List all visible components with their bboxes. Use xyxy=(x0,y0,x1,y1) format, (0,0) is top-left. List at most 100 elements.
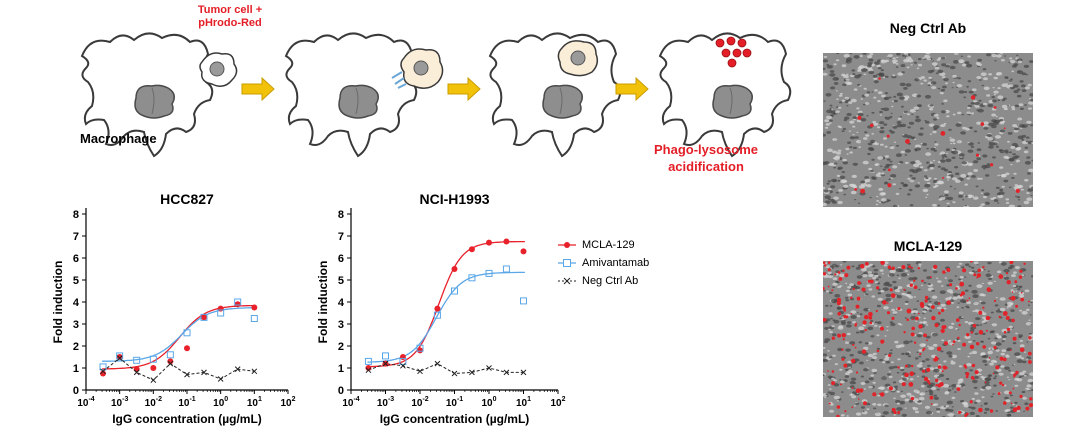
cell xyxy=(964,183,968,186)
cell xyxy=(879,114,883,116)
cell xyxy=(963,404,969,408)
cell xyxy=(860,182,867,187)
cell xyxy=(985,174,990,177)
cell xyxy=(841,179,848,183)
cell xyxy=(885,360,890,364)
cell xyxy=(971,289,978,294)
cell xyxy=(877,91,883,95)
y-tick-label: 7 xyxy=(73,231,79,243)
cell xyxy=(940,285,944,287)
red-signal xyxy=(1015,188,1020,193)
red-signal xyxy=(844,273,849,278)
red-signal xyxy=(970,260,973,263)
cell xyxy=(893,414,897,416)
cell xyxy=(996,192,1001,196)
cell xyxy=(1021,390,1026,394)
red-signal xyxy=(878,77,881,80)
cell xyxy=(975,62,981,65)
red-signal xyxy=(843,315,847,319)
x-tick-label: 10-1 xyxy=(446,396,463,409)
cell xyxy=(845,299,849,302)
cell xyxy=(993,90,999,94)
cell xyxy=(863,73,867,76)
red-signal xyxy=(913,341,917,344)
cell xyxy=(837,167,842,170)
cell xyxy=(954,179,961,183)
cell xyxy=(877,67,882,70)
cell xyxy=(849,353,854,357)
legend-item-mcla-129: MCLA-129 xyxy=(558,236,649,254)
cell xyxy=(947,196,954,201)
cell xyxy=(963,96,967,99)
cell xyxy=(848,101,853,104)
red-signal xyxy=(1028,336,1032,340)
red-signal xyxy=(822,317,827,322)
cell xyxy=(1027,378,1034,383)
cell xyxy=(1007,132,1013,135)
red-signal xyxy=(976,273,982,278)
cell xyxy=(858,65,865,69)
cell xyxy=(918,396,925,401)
red-signal xyxy=(854,188,858,191)
cell xyxy=(988,73,992,76)
cell xyxy=(977,108,984,113)
cell xyxy=(1007,304,1012,308)
cell xyxy=(1023,150,1029,154)
red-signal xyxy=(842,269,845,272)
cell xyxy=(1022,360,1027,364)
cell xyxy=(845,282,848,285)
cell xyxy=(869,263,873,266)
cell xyxy=(888,352,893,355)
red-signal xyxy=(992,372,995,375)
cell xyxy=(849,52,853,54)
cell xyxy=(959,153,965,157)
red-signal xyxy=(1013,373,1017,377)
cell xyxy=(971,270,975,273)
cell xyxy=(879,386,885,390)
cell xyxy=(954,275,958,277)
cell xyxy=(937,69,944,74)
red-signal xyxy=(942,270,946,274)
cell xyxy=(848,130,851,132)
cell xyxy=(900,64,906,68)
cell xyxy=(1027,304,1031,306)
red-signal xyxy=(976,342,980,346)
red-signal xyxy=(919,352,922,356)
red-signal xyxy=(901,382,906,387)
cell xyxy=(918,349,923,352)
cell xyxy=(868,70,875,75)
cell xyxy=(1020,127,1023,129)
cell xyxy=(922,310,927,313)
mcla-129-point xyxy=(486,239,492,246)
cell xyxy=(913,296,917,298)
cell xyxy=(990,311,994,314)
cell xyxy=(828,188,832,191)
red-signal xyxy=(962,268,967,273)
cell xyxy=(976,109,980,112)
red-signal xyxy=(1029,397,1033,401)
cell xyxy=(978,99,982,102)
cell xyxy=(856,107,860,110)
red-signal xyxy=(1012,336,1017,341)
cell xyxy=(847,369,853,374)
cell xyxy=(871,64,875,67)
cell xyxy=(822,59,829,63)
cell xyxy=(976,148,982,152)
cell xyxy=(867,271,873,274)
cell xyxy=(940,350,944,353)
cell xyxy=(922,321,928,324)
cell xyxy=(986,53,992,57)
cell xyxy=(948,339,952,342)
red-signal xyxy=(997,392,1001,396)
y-tick-label: 7 xyxy=(338,231,344,243)
cell xyxy=(862,274,868,278)
cell xyxy=(890,112,893,114)
cell xyxy=(884,155,890,158)
cell xyxy=(989,362,994,366)
y-tick-label: 0 xyxy=(338,385,344,397)
red-signal xyxy=(861,287,866,292)
cell xyxy=(874,142,879,146)
cell xyxy=(986,94,991,97)
red-signal xyxy=(1009,260,1014,265)
